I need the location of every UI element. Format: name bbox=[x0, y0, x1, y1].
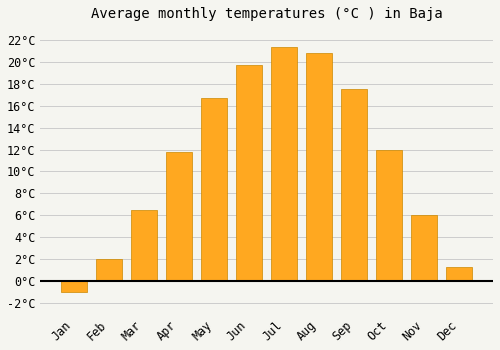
Bar bbox=[236, 65, 262, 281]
Bar bbox=[61, 281, 87, 292]
Title: Average monthly temperatures (°C ) in Baja: Average monthly temperatures (°C ) in Ba… bbox=[91, 7, 443, 21]
Bar bbox=[341, 89, 367, 281]
Bar bbox=[166, 152, 192, 281]
Bar bbox=[96, 259, 122, 281]
Bar bbox=[201, 98, 228, 281]
Bar bbox=[131, 210, 157, 281]
Bar bbox=[446, 267, 472, 281]
Bar bbox=[376, 149, 402, 281]
Bar bbox=[306, 53, 332, 281]
Bar bbox=[271, 47, 297, 281]
Bar bbox=[411, 215, 438, 281]
